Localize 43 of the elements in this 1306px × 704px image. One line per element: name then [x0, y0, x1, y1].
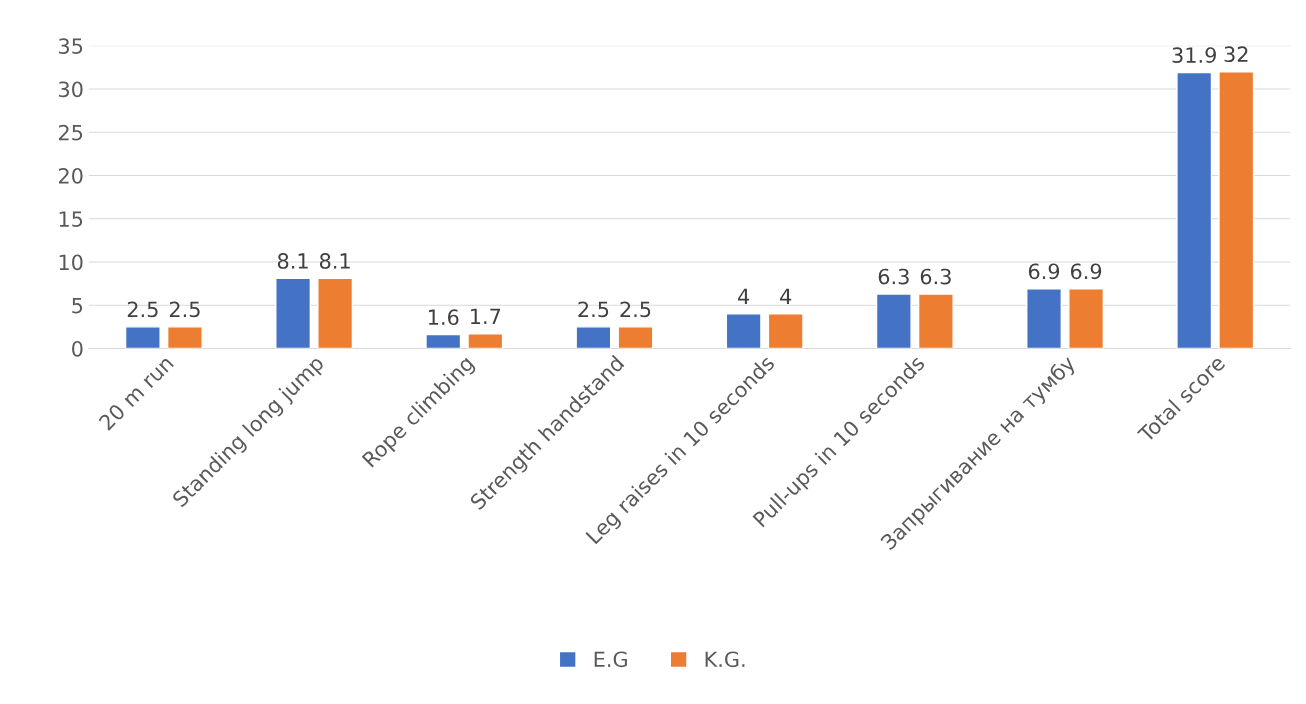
data-label: 1.7 — [471, 308, 501, 324]
bar — [617, 326, 654, 349]
y-tick-label: 20 — [58, 167, 83, 184]
data-label: 6.9 — [1070, 263, 1102, 280]
bar — [1176, 71, 1213, 349]
data-label: 2.5 — [578, 301, 609, 318]
y-tick-label: 10 — [59, 254, 83, 271]
y-tick-label: 15 — [59, 211, 83, 227]
bar — [275, 277, 312, 349]
data-label: 2.5 — [169, 301, 200, 318]
legend-label: K.G. — [705, 651, 745, 668]
data-label: 2.5 — [620, 301, 651, 318]
bar — [317, 277, 354, 349]
bar — [575, 326, 612, 349]
bar — [1026, 288, 1062, 349]
bar — [124, 326, 161, 349]
data-label: 1.6 — [428, 309, 459, 326]
bar — [875, 293, 912, 349]
legend-label: E.G — [594, 651, 627, 668]
data-label: 4 — [780, 288, 792, 304]
data-label: 31.9 — [1172, 47, 1216, 63]
data-label: 8.1 — [319, 253, 350, 269]
y-tick-label: 25 — [58, 124, 83, 141]
bar — [917, 293, 954, 349]
x-tick-label: 20 m run — [98, 354, 175, 431]
y-tick-label: 30 — [59, 81, 83, 98]
data-label: 2.5 — [127, 301, 158, 318]
data-label: 6.9 — [1028, 263, 1060, 280]
y-tick-label: 5 — [72, 297, 83, 314]
data-label: 4 — [738, 288, 750, 304]
bar — [425, 333, 462, 349]
y-tick-label: 35 — [59, 38, 83, 54]
y-tick-label: 0 — [72, 340, 83, 357]
data-label: 32 — [1224, 46, 1248, 63]
bar — [1068, 288, 1105, 349]
data-label: 8.1 — [277, 253, 308, 269]
bar — [467, 333, 504, 349]
bar — [1218, 71, 1255, 349]
bar — [767, 313, 804, 349]
bar — [725, 313, 762, 349]
data-label: 6.3 — [920, 268, 951, 285]
data-label: 6.3 — [878, 268, 909, 285]
bar — [166, 326, 203, 349]
